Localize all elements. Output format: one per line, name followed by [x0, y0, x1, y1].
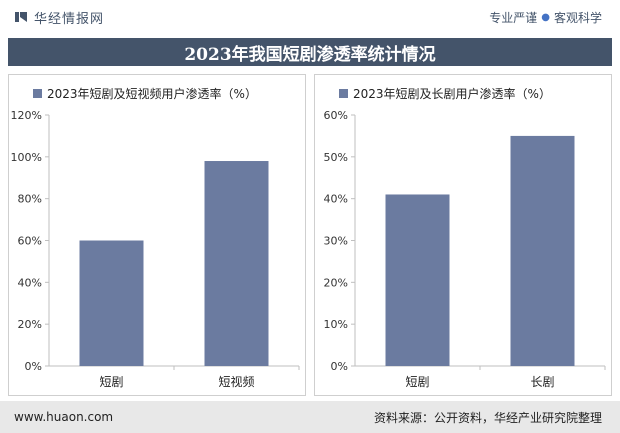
y-tick-label-left: 100% — [11, 151, 42, 164]
legend-label-left: 2023年短剧及短视频用户渗透率（%） — [47, 87, 257, 101]
brand: 华经情报网 — [14, 8, 104, 27]
chart-title-bar: 2023年我国短剧渗透率统计情况 — [8, 38, 612, 66]
chart-panel-right: 2023年短剧及长剧用户渗透率（%） 0% 10% 20% 30% 40% 50% 60% 短… — [314, 74, 612, 396]
brand-logo-icon — [15, 12, 27, 22]
y-tick-label-right: 50% — [324, 151, 348, 164]
x-tick-label-right: 长剧 — [530, 375, 554, 389]
y-tick-label-right: 30% — [324, 235, 348, 248]
legend-label-right: 2023年短剧及长剧用户渗透率（%） — [353, 87, 551, 101]
chart-title: 2023年我国短剧渗透率统计情况 — [184, 44, 436, 65]
y-tick-label-right: 0% — [331, 360, 348, 373]
x-tick-label-left: 短剧 — [99, 375, 123, 389]
bar-right-1 — [510, 135, 575, 366]
x-tick-label-right: 短剧 — [405, 375, 429, 389]
legend-swatch-right — [339, 89, 348, 98]
y-tick-label-right: 10% — [324, 318, 348, 331]
y-tick-label-left: 120% — [11, 109, 42, 122]
y-tick-label-right: 60% — [324, 109, 348, 122]
y-tick-label-right: 40% — [324, 193, 348, 206]
slogan: 专业严谨 ● 客观科学 — [489, 9, 602, 26]
bar-left-0 — [79, 240, 144, 366]
bar-chart-left: 0% 20% 40% 60% 80% 100% 120% 短剧 短视频 — [11, 109, 300, 389]
bar-right-0 — [385, 194, 450, 366]
footer: www.huaon.com 资料来源：公开资料，华经产业研究院整理 — [0, 401, 620, 433]
brand-name: 华经情报网 — [34, 11, 105, 27]
top-bar: 华经情报网 专业严谨 ● 客观科学 — [0, 0, 620, 34]
footer-website: www.huaon.com — [14, 410, 114, 424]
y-tick-label-left: 20% — [18, 318, 42, 331]
chart-panel-left: 2023年短剧及短视频用户渗透率（%） 0% 20% 40% 60% 80% 100% 12… — [8, 74, 306, 396]
y-tick-label-left: 80% — [18, 193, 42, 206]
x-tick-label-left: 短视频 — [218, 374, 254, 389]
bar-left-1 — [204, 161, 269, 366]
footer-source: 资料来源：公开资料，华经产业研究院整理 — [373, 410, 602, 425]
slogan-right: 客观科学 — [553, 10, 602, 25]
slogan-left: 专业严谨 — [489, 10, 538, 25]
legend-right: 2023年短剧及长剧用户渗透率（%） — [339, 85, 551, 102]
slogan-dot: ● — [541, 11, 550, 23]
y-tick-label-left: 40% — [18, 276, 42, 289]
bar-chart-right: 0% 10% 20% 30% 40% 50% 60% 短剧 长剧 — [324, 109, 606, 389]
y-tick-label-left: 60% — [18, 235, 42, 248]
y-tick-label-left: 0% — [25, 360, 42, 373]
legend-left: 2023年短剧及短视频用户渗透率（%） — [33, 85, 257, 102]
y-tick-label-right: 20% — [324, 276, 348, 289]
legend-swatch-left — [33, 89, 42, 98]
